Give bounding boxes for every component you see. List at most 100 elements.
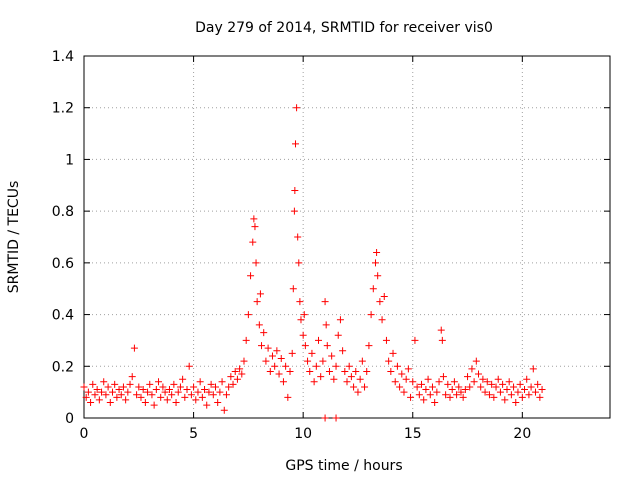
data-point	[339, 347, 347, 355]
data-point	[374, 272, 382, 280]
data-point	[306, 367, 314, 375]
data-point	[119, 383, 127, 391]
data-point	[137, 393, 145, 401]
data-point	[264, 344, 272, 352]
plot-area-border	[83, 55, 611, 419]
data-point	[391, 378, 399, 386]
data-point	[387, 367, 395, 375]
data-point	[227, 373, 235, 381]
data-point	[273, 347, 281, 355]
data-point	[170, 380, 178, 388]
data-point	[288, 349, 296, 357]
x-tick-label: 15	[404, 426, 422, 442]
data-point	[144, 388, 152, 396]
grid	[84, 56, 610, 418]
data-point	[404, 365, 412, 373]
data-point	[253, 298, 261, 306]
y-tick-label: 0.4	[52, 308, 74, 324]
data-point	[233, 375, 241, 383]
data-point	[496, 388, 504, 396]
data-point	[260, 329, 268, 337]
data-point	[279, 378, 287, 386]
data-point	[174, 388, 182, 396]
data-point	[108, 388, 116, 396]
data-point	[428, 383, 436, 391]
data-point	[378, 316, 386, 324]
axis-ticks: 0 5 10 15 20 0 0.2 0.4 0.6 0.8 1 1.2 1.4	[52, 49, 610, 442]
data-point	[229, 380, 237, 388]
data-point	[80, 383, 88, 391]
data-point	[299, 331, 307, 339]
data-point	[250, 215, 258, 223]
data-point	[242, 336, 250, 344]
data-point	[444, 380, 452, 388]
data-point	[84, 388, 92, 396]
data-point	[95, 396, 103, 404]
y-tick-label: 0.2	[52, 359, 74, 375]
data-point	[82, 393, 90, 401]
data-point	[402, 375, 410, 383]
data-point	[201, 386, 209, 394]
data-points	[80, 104, 546, 422]
data-point	[317, 373, 325, 381]
data-point	[222, 391, 230, 399]
data-point	[87, 398, 95, 406]
data-point	[481, 388, 489, 396]
data-point	[181, 393, 189, 401]
data-point	[531, 388, 539, 396]
data-point	[290, 207, 298, 215]
x-tick-label: 10	[294, 426, 312, 442]
data-point	[179, 375, 187, 383]
data-point	[220, 406, 228, 414]
data-point	[431, 398, 439, 406]
data-point	[319, 357, 327, 365]
data-point	[266, 367, 274, 375]
data-point	[133, 391, 141, 399]
data-point	[289, 285, 297, 293]
data-point	[146, 380, 154, 388]
data-point	[492, 383, 500, 391]
data-point	[424, 375, 432, 383]
data-point	[438, 336, 446, 344]
data-point	[499, 380, 507, 388]
data-point	[363, 367, 371, 375]
data-point	[507, 391, 515, 399]
x-tick-label: 20	[513, 426, 531, 442]
data-point	[354, 388, 362, 396]
y-tick-label: 0.8	[52, 204, 74, 220]
data-point	[328, 352, 336, 360]
data-point	[212, 383, 219, 391]
data-point	[415, 391, 423, 399]
data-point	[304, 357, 312, 365]
data-point	[247, 272, 255, 280]
data-point	[433, 388, 441, 396]
data-point	[104, 383, 112, 391]
data-point	[300, 311, 308, 319]
data-point	[296, 298, 304, 306]
data-point	[124, 388, 132, 396]
data-point	[501, 396, 509, 404]
data-point	[172, 398, 180, 406]
data-point	[525, 391, 533, 399]
data-point	[238, 370, 246, 378]
data-point	[345, 362, 353, 370]
data-point	[321, 298, 329, 306]
data-point	[135, 383, 143, 391]
data-point	[286, 367, 294, 375]
data-point	[461, 386, 469, 394]
data-point	[512, 398, 520, 406]
data-point	[376, 298, 384, 306]
data-point	[284, 393, 292, 401]
data-point	[343, 378, 351, 386]
data-point	[152, 386, 160, 394]
data-point	[194, 388, 202, 396]
data-point	[295, 259, 303, 267]
data-point	[521, 386, 529, 394]
data-point	[315, 336, 323, 344]
data-point	[350, 383, 358, 391]
data-point	[255, 321, 263, 329]
data-point	[187, 391, 195, 399]
x-tick-label: 5	[189, 426, 198, 442]
